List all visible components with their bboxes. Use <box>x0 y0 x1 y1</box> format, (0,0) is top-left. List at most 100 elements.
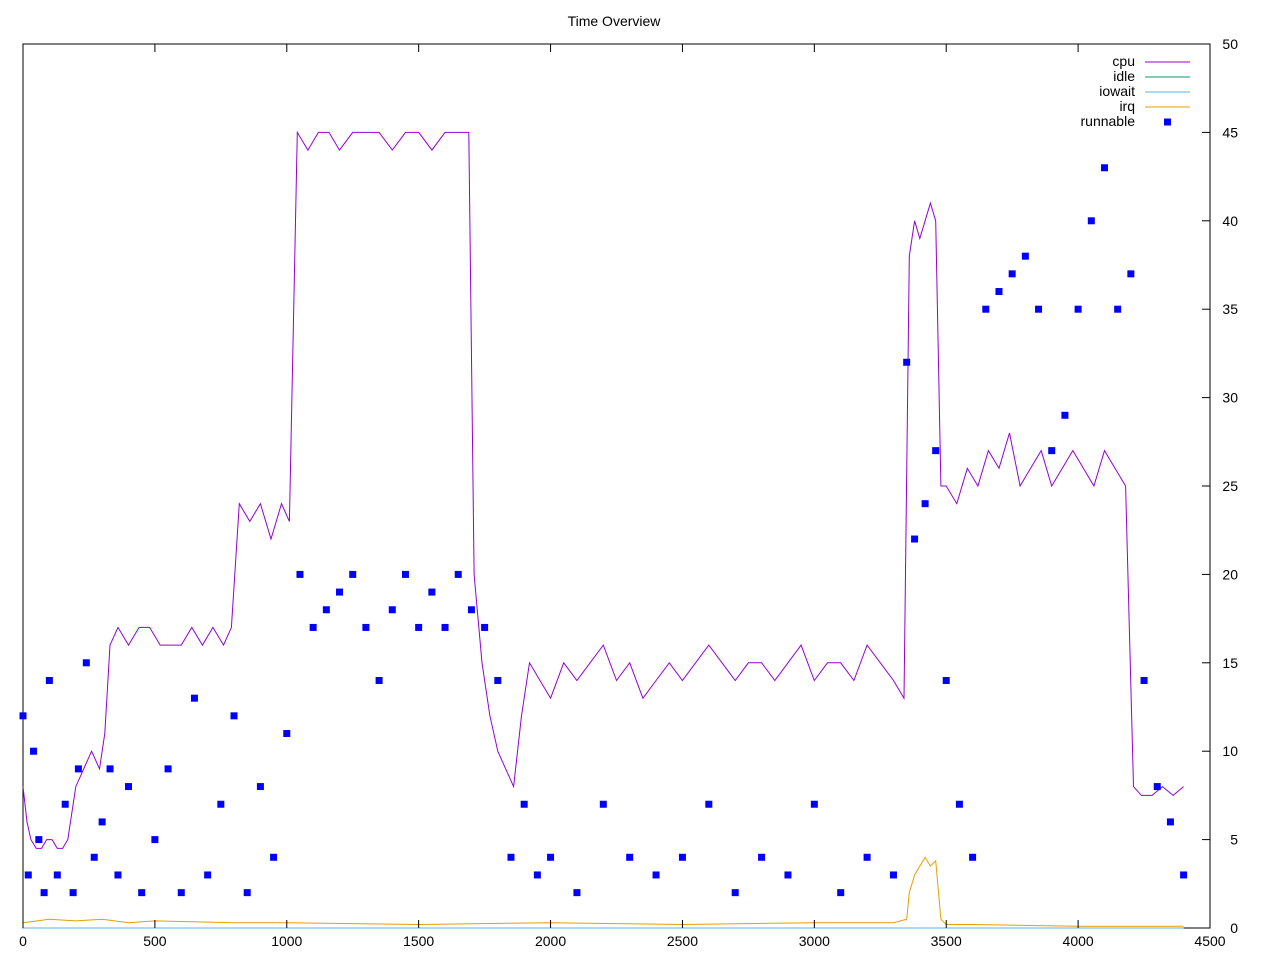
series-point-runnable <box>401 570 409 578</box>
series-point-runnable <box>296 570 304 578</box>
y-tick-label: 35 <box>1222 301 1238 317</box>
series-point-runnable <box>1021 252 1029 260</box>
x-tick-label: 2500 <box>667 933 698 949</box>
series-point-runnable <box>955 800 963 808</box>
x-tick-label: 4500 <box>1194 933 1225 949</box>
y-tick-label: 15 <box>1222 655 1238 671</box>
series-point-runnable <box>889 871 897 879</box>
series-point-runnable <box>626 853 634 861</box>
series-point-runnable <box>362 623 370 631</box>
series-point-runnable <box>30 747 38 755</box>
series-point-runnable <box>177 889 185 897</box>
series-point-runnable <box>494 676 502 684</box>
series-point-runnable <box>863 853 871 861</box>
series-point-runnable <box>1114 305 1122 313</box>
series-point-runnable <box>106 765 114 773</box>
series-point-runnable <box>942 676 950 684</box>
series-point-runnable <box>256 783 264 791</box>
series-point-runnable <box>19 712 27 720</box>
series-point-runnable <box>1127 270 1135 278</box>
x-tick-label: 1500 <box>403 933 434 949</box>
series-point-runnable <box>61 800 69 808</box>
series-layer <box>19 130 1188 929</box>
series-point-runnable <box>151 836 159 844</box>
series-point-runnable <box>82 659 90 667</box>
series-point-runnable <box>125 783 133 791</box>
series-point-runnable <box>982 305 990 313</box>
legend-label-idle: idle <box>1113 68 1135 84</box>
y-tick-label: 50 <box>1222 36 1238 52</box>
series-point-runnable <box>98 818 106 826</box>
series-line-cpu <box>22 130 1184 849</box>
series-point-runnable <box>705 800 713 808</box>
series-point-runnable <box>573 889 581 897</box>
series-point-runnable <box>1100 164 1108 172</box>
series-point-runnable <box>388 606 396 614</box>
x-tick-label: 4000 <box>1063 933 1094 949</box>
series-point-runnable <box>69 889 77 897</box>
series-point-runnable <box>90 853 98 861</box>
series-point-runnable <box>45 676 53 684</box>
y-tick-label: 5 <box>1230 832 1238 848</box>
series-point-runnable <box>599 800 607 808</box>
series-point-runnable <box>520 800 528 808</box>
chart-title: Time Overview <box>568 13 662 29</box>
series-point-runnable <box>1087 217 1095 225</box>
series-point-runnable <box>1140 676 1148 684</box>
legend-label-runnable: runnable <box>1081 113 1136 129</box>
series-point-runnable <box>164 765 172 773</box>
series-point-runnable <box>810 800 818 808</box>
series-point-runnable <box>921 500 929 508</box>
series-point-runnable <box>415 623 423 631</box>
x-tick-label: 500 <box>143 933 167 949</box>
legend-swatch-runnable <box>1164 118 1171 126</box>
series-line-irq <box>22 856 1184 927</box>
x-tick-label: 3500 <box>931 933 962 949</box>
series-point-runnable <box>309 623 317 631</box>
x-tick-label: 3000 <box>799 933 830 949</box>
series-point-runnable <box>1074 305 1082 313</box>
series-point-runnable <box>507 853 515 861</box>
series-point-runnable <box>837 889 845 897</box>
y-tick-label: 20 <box>1222 566 1238 582</box>
series-point-runnable <box>428 588 436 596</box>
y-tick-label: 0 <box>1230 920 1238 936</box>
legend-label-cpu: cpu <box>1112 53 1135 69</box>
y-tick-label: 10 <box>1222 743 1238 759</box>
series-point-runnable <box>283 730 291 738</box>
series-point-runnable <box>204 871 212 879</box>
series-point-runnable <box>217 800 225 808</box>
series-point-runnable <box>114 871 122 879</box>
series-point-runnable <box>35 836 43 844</box>
series-point-runnable <box>270 853 278 861</box>
series-point-runnable <box>481 623 489 631</box>
series-point-runnable <box>375 676 383 684</box>
series-point-runnable <box>40 889 48 897</box>
series-point-runnable <box>349 570 357 578</box>
series-point-runnable <box>1048 447 1056 455</box>
y-tick-label: 40 <box>1222 213 1238 229</box>
series-point-runnable <box>969 853 977 861</box>
plot-frame <box>22 43 1211 929</box>
series-point-runnable <box>784 871 792 879</box>
series-point-runnable <box>731 889 739 897</box>
series-point-runnable <box>454 570 462 578</box>
series-point-runnable <box>138 889 146 897</box>
x-tick-label: 2000 <box>535 933 566 949</box>
series-point-runnable <box>995 288 1003 296</box>
series-point-runnable <box>652 871 660 879</box>
series-point-runnable <box>1035 305 1043 313</box>
y-tick-label: 30 <box>1222 390 1238 406</box>
series-point-runnable <box>24 871 32 879</box>
series-point-runnable <box>533 871 541 879</box>
series-point-runnable <box>932 447 940 455</box>
y-tick-label: 45 <box>1222 124 1238 140</box>
series-point-runnable <box>243 889 251 897</box>
series-point-runnable <box>322 606 330 614</box>
series-point-runnable <box>53 871 61 879</box>
series-point-runnable <box>441 623 449 631</box>
series-point-runnable <box>758 853 766 861</box>
x-tick-label: 0 <box>19 933 27 949</box>
